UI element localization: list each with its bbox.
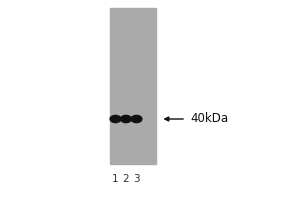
Text: 40kDa: 40kDa [190,112,229,126]
Circle shape [131,115,142,123]
Text: 2: 2 [123,174,129,184]
Text: 1: 1 [112,174,119,184]
Bar [110,8,156,164]
Circle shape [110,115,121,123]
Circle shape [121,115,131,123]
Text: 3: 3 [133,174,140,184]
